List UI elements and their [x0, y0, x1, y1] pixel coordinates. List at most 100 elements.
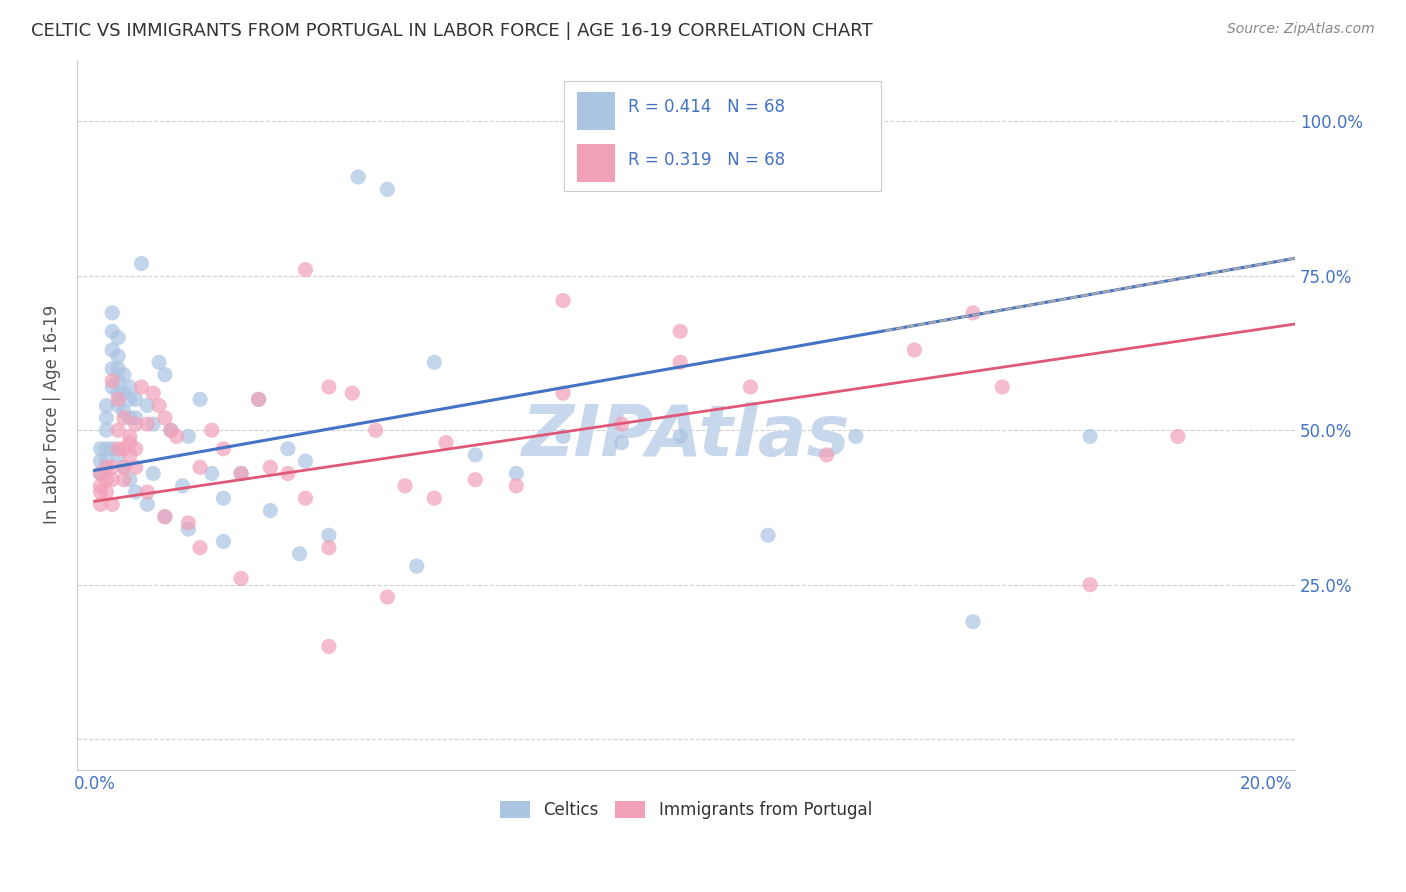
Point	[101, 325, 124, 339]
Point	[118, 392, 141, 407]
Point	[229, 572, 252, 586]
Point	[101, 460, 124, 475]
Point	[188, 541, 211, 555]
Point	[153, 410, 176, 425]
Point	[118, 410, 141, 425]
Point	[112, 473, 135, 487]
Point	[89, 485, 111, 500]
Text: CELTIC VS IMMIGRANTS FROM PORTUGAL IN LABOR FORCE | AGE 16-19 CORRELATION CHART: CELTIC VS IMMIGRANTS FROM PORTUGAL IN LA…	[31, 22, 873, 40]
Point	[247, 392, 270, 407]
Point	[159, 423, 181, 437]
Point	[136, 399, 159, 413]
Point	[107, 448, 129, 462]
Point	[107, 361, 129, 376]
Point	[112, 460, 135, 475]
Point	[124, 460, 146, 475]
Point	[201, 467, 224, 481]
Point	[177, 429, 200, 443]
Point	[212, 442, 235, 456]
Point	[96, 423, 118, 437]
Point	[112, 405, 135, 419]
Point	[89, 442, 111, 456]
Point	[294, 454, 316, 468]
Point	[845, 429, 868, 443]
Point	[142, 417, 165, 431]
Point	[148, 399, 170, 413]
Point	[377, 182, 399, 196]
Point	[201, 423, 224, 437]
Point	[505, 467, 527, 481]
Point	[464, 448, 486, 462]
Point	[903, 343, 925, 357]
Point	[136, 417, 159, 431]
Point	[96, 485, 118, 500]
Point	[551, 293, 574, 308]
Point	[107, 386, 129, 401]
Point	[294, 262, 316, 277]
Point	[377, 590, 399, 604]
Point	[551, 386, 574, 401]
Point	[405, 559, 427, 574]
Point	[107, 442, 129, 456]
Point	[669, 355, 692, 369]
Point	[172, 479, 194, 493]
Point	[247, 392, 270, 407]
Point	[423, 355, 446, 369]
Point	[118, 380, 141, 394]
Point	[188, 460, 211, 475]
Point	[259, 503, 281, 517]
Point	[124, 442, 146, 456]
Point	[107, 374, 129, 388]
Point	[464, 473, 486, 487]
Point	[318, 528, 340, 542]
Point	[229, 467, 252, 481]
Point	[294, 491, 316, 506]
Point	[131, 380, 153, 394]
Point	[288, 547, 311, 561]
Point	[96, 442, 118, 456]
Y-axis label: In Labor Force | Age 16-19: In Labor Force | Age 16-19	[44, 305, 60, 524]
Point	[142, 386, 165, 401]
Point	[118, 435, 141, 450]
Point	[505, 479, 527, 493]
Point	[118, 429, 141, 443]
Point	[101, 497, 124, 511]
Point	[89, 497, 111, 511]
Point	[107, 349, 129, 363]
Point	[101, 361, 124, 376]
Point	[1078, 577, 1101, 591]
Point	[610, 435, 633, 450]
Point	[124, 392, 146, 407]
Point	[101, 343, 124, 357]
Point	[96, 410, 118, 425]
Point	[342, 386, 364, 401]
Point	[962, 615, 984, 629]
Point	[347, 169, 370, 184]
Point	[118, 448, 141, 462]
Point	[669, 429, 692, 443]
Point	[756, 528, 779, 542]
Point	[101, 374, 124, 388]
Point	[318, 640, 340, 654]
Text: Source: ZipAtlas.com: Source: ZipAtlas.com	[1227, 22, 1375, 37]
Point	[112, 410, 135, 425]
Point	[107, 423, 129, 437]
Point	[107, 399, 129, 413]
Point	[96, 473, 118, 487]
Point	[159, 423, 181, 437]
Point	[434, 435, 457, 450]
Point	[89, 479, 111, 493]
Point	[318, 380, 340, 394]
Point	[669, 325, 692, 339]
Point	[740, 380, 762, 394]
Point	[107, 392, 129, 407]
Point	[318, 541, 340, 555]
Point	[112, 386, 135, 401]
Text: ZIPAtlas: ZIPAtlas	[522, 401, 851, 471]
Point	[962, 306, 984, 320]
Point	[394, 479, 416, 493]
Point	[166, 429, 188, 443]
Point	[153, 368, 176, 382]
Point	[153, 509, 176, 524]
Point	[96, 460, 118, 475]
